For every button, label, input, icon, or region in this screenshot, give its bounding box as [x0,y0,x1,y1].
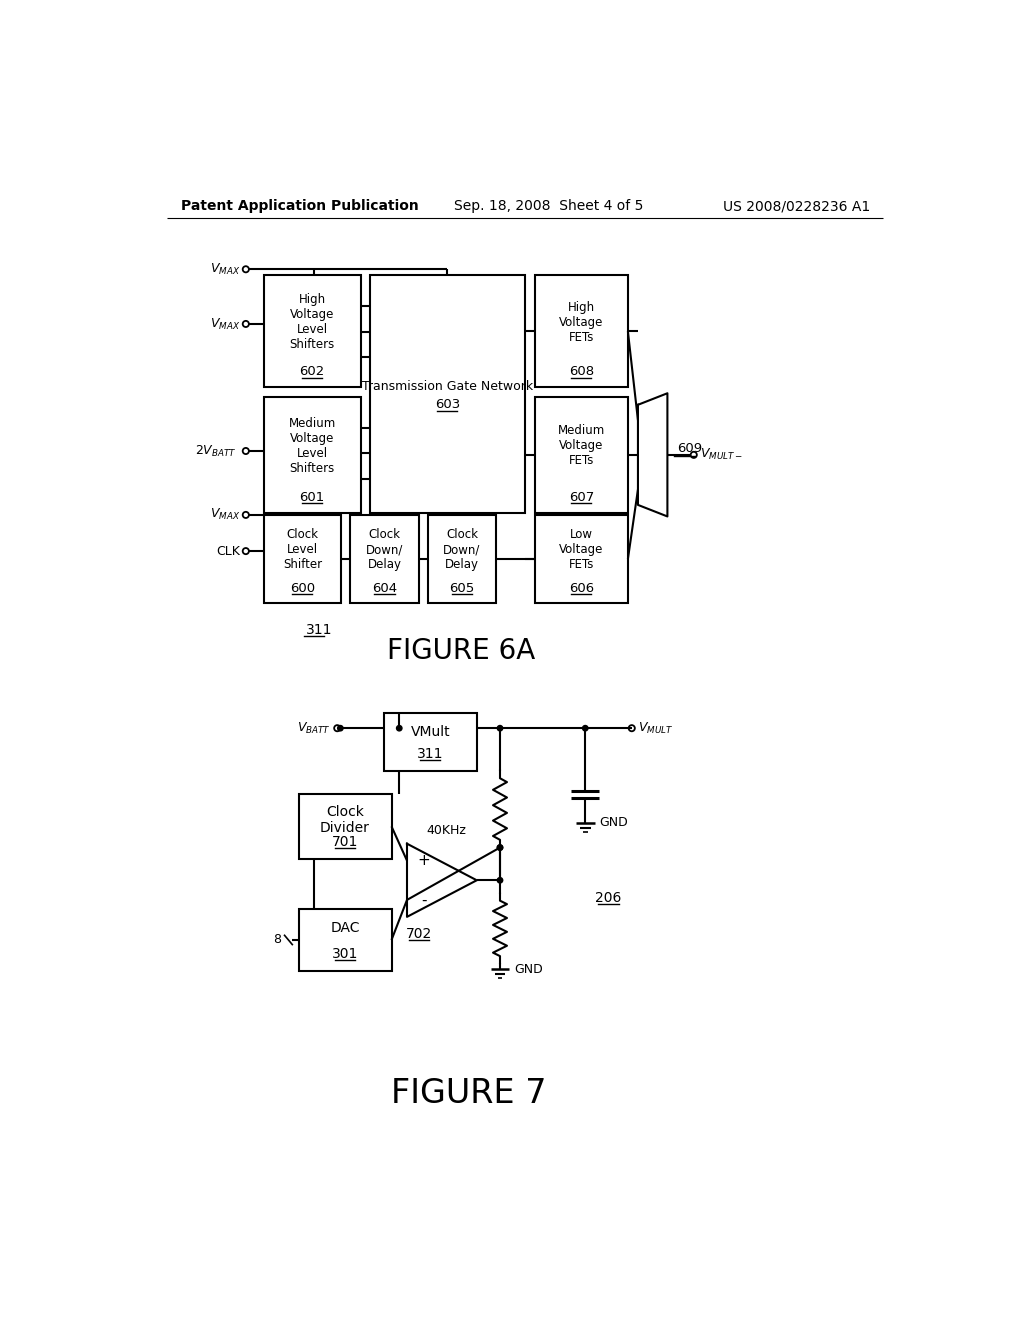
Bar [350,515,419,603]
Text: 601: 601 [299,491,325,504]
Text: $V_{MULT-}$: $V_{MULT-}$ [700,447,742,462]
Text: $V_{MAX}$: $V_{MAX}$ [210,507,241,523]
Text: High
Voltage
FETs: High Voltage FETs [559,301,603,343]
Text: 301: 301 [332,946,358,961]
Text: 607: 607 [568,491,594,504]
Circle shape [498,726,503,731]
Text: 608: 608 [568,366,594,379]
Text: $V_{MAX}$: $V_{MAX}$ [210,261,241,277]
Bar [428,515,496,603]
Bar [299,793,391,859]
Bar [263,397,360,512]
Bar [535,515,628,603]
Text: 604: 604 [372,582,397,594]
Text: 605: 605 [450,582,475,594]
Circle shape [498,845,503,850]
Text: 606: 606 [568,582,594,594]
Text: Transmission Gate Network: Transmission Gate Network [361,380,532,393]
Bar [535,276,628,387]
Circle shape [498,878,503,883]
Text: 40KHz: 40KHz [426,824,466,837]
Text: 701: 701 [332,836,358,849]
Text: Sep. 18, 2008  Sheet 4 of 5: Sep. 18, 2008 Sheet 4 of 5 [454,199,643,213]
Text: GND: GND [599,816,628,829]
Text: GND: GND [514,962,543,975]
Text: Clock
Divider: Clock Divider [321,805,370,836]
Text: +: + [418,853,430,869]
Circle shape [396,726,402,731]
Text: $2V_{BATT}$: $2V_{BATT}$ [195,444,237,458]
Text: 8: 8 [273,933,282,946]
Text: Medium
Voltage
FETs: Medium Voltage FETs [558,424,605,467]
Text: CLK: CLK [216,545,241,557]
Bar [263,276,360,387]
Text: US 2008/0228236 A1: US 2008/0228236 A1 [723,199,870,213]
Text: 206: 206 [595,891,622,904]
Text: 600: 600 [290,582,315,594]
Text: FIGURE 6A: FIGURE 6A [387,638,536,665]
Bar [384,713,477,771]
Text: FIGURE 7: FIGURE 7 [391,1077,547,1110]
Circle shape [338,726,343,731]
Bar [370,276,524,512]
Text: Clock
Down/
Delay: Clock Down/ Delay [443,528,480,572]
Text: Patent Application Publication: Patent Application Publication [180,199,419,213]
Text: $V_{BATT}$: $V_{BATT}$ [297,721,331,735]
Text: DAC: DAC [331,921,359,936]
Bar [263,515,341,603]
Text: Clock
Down/
Delay: Clock Down/ Delay [366,528,403,572]
Circle shape [498,845,503,850]
Text: High
Voltage
Level
Shifters: High Voltage Level Shifters [290,293,335,351]
Text: $V_{MAX}$: $V_{MAX}$ [210,317,241,331]
Text: Medium
Voltage
Level
Shifters: Medium Voltage Level Shifters [289,417,336,475]
Text: VMult: VMult [411,725,451,739]
Bar [535,397,628,512]
Text: 311: 311 [417,747,443,760]
Bar [299,909,391,970]
Text: Low
Voltage
FETs: Low Voltage FETs [559,528,603,572]
Circle shape [583,726,588,731]
Text: 702: 702 [406,927,432,941]
Text: 311: 311 [306,623,333,636]
Text: 603: 603 [434,399,460,412]
Text: Clock
Level
Shifter: Clock Level Shifter [283,528,322,572]
Text: 609: 609 [677,442,701,455]
Text: -: - [421,892,427,907]
Text: $V_{MULT}$: $V_{MULT}$ [638,721,673,735]
Text: 602: 602 [299,366,325,379]
